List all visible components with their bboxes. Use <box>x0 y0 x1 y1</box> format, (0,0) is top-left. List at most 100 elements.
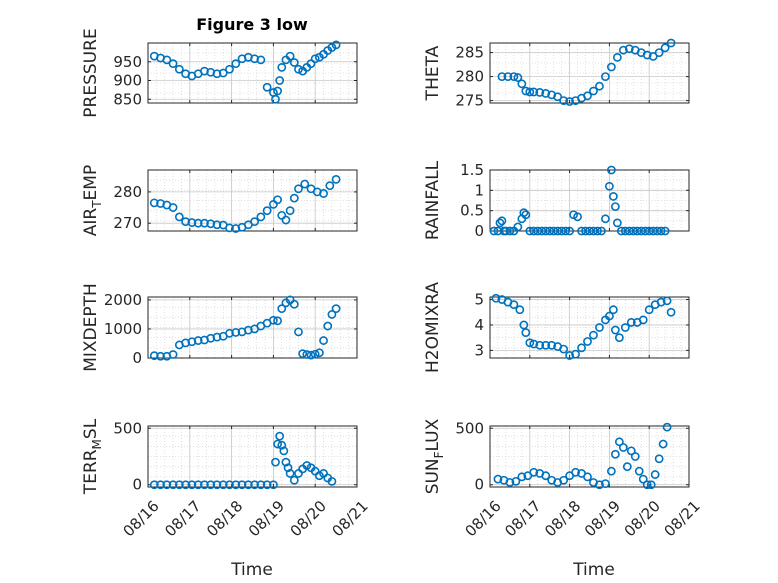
data-point <box>273 316 282 326</box>
data-point <box>597 226 606 236</box>
data-point <box>162 480 172 490</box>
data-point <box>624 44 634 54</box>
y-axis-label: MIXDEPTH <box>81 283 101 372</box>
data-point <box>289 193 299 203</box>
data-point <box>271 457 280 467</box>
data-point <box>646 480 656 490</box>
data-point <box>273 439 282 449</box>
data-point <box>314 348 324 358</box>
y-axis-label: RAINFALL <box>423 160 443 240</box>
data-point <box>519 208 529 218</box>
subplot-h2omixra: 3 4 5 H2OMIXRA <box>423 282 690 373</box>
y-tick-label: 0 <box>474 476 484 494</box>
subplot-rainfall: 0 0.5 1 1.5 RAINFALL <box>423 160 690 240</box>
y-tick-label: 900 <box>113 72 142 90</box>
data-point <box>149 480 159 490</box>
data-point <box>200 218 209 228</box>
data-point <box>212 220 222 230</box>
data-point <box>497 216 507 226</box>
y-tick-label: 500 <box>113 419 142 437</box>
data-point <box>306 350 316 360</box>
data-point <box>589 330 598 340</box>
data-point <box>275 76 285 85</box>
data-point <box>327 310 337 319</box>
data-point <box>187 218 197 227</box>
data-point <box>525 338 535 348</box>
data-point <box>212 480 222 490</box>
data-point <box>277 440 287 450</box>
data-point <box>561 226 571 236</box>
data-point <box>583 91 592 101</box>
data-point <box>666 307 676 317</box>
data-point <box>656 226 666 236</box>
data-point <box>271 94 280 104</box>
data-point <box>614 437 624 447</box>
data-point <box>262 82 272 92</box>
data-point <box>605 311 614 321</box>
data-point <box>325 181 335 191</box>
data-point <box>212 69 222 79</box>
data-point <box>319 336 328 345</box>
data-point <box>601 479 610 489</box>
data-point <box>168 480 178 490</box>
data-point <box>310 54 320 64</box>
data-point <box>273 195 282 205</box>
data-point <box>626 446 636 456</box>
y-tick-label: 0 <box>474 222 484 240</box>
y-tick-label: 0 <box>132 349 142 367</box>
data-point <box>509 72 519 81</box>
data-point <box>612 53 622 62</box>
data-point <box>654 454 664 464</box>
data-point <box>294 64 303 74</box>
data-point <box>302 350 312 359</box>
data-point <box>256 480 266 490</box>
data-point <box>279 446 289 456</box>
y-axis-label: AIRTEMP <box>81 165 104 236</box>
data-point <box>206 480 216 490</box>
data-point <box>565 351 574 360</box>
data-point <box>285 206 295 216</box>
axes-box <box>147 296 358 359</box>
data-point <box>660 43 670 53</box>
data-point <box>225 223 234 233</box>
axes-box <box>489 42 690 104</box>
y-axis-label: TERRMSL <box>81 418 104 495</box>
data-point <box>505 226 515 236</box>
data-point <box>294 184 303 194</box>
data-point <box>331 174 341 184</box>
data-point <box>535 88 545 97</box>
data-point <box>620 323 630 332</box>
data-point <box>262 206 272 216</box>
y-tick-label: 280 <box>113 183 142 201</box>
data-point <box>300 179 310 189</box>
axes-box <box>147 169 358 232</box>
y-tick-label: 1.5 <box>460 161 484 179</box>
data-point <box>529 467 539 477</box>
data-point <box>517 472 527 482</box>
y-tick-label: 275 <box>455 92 484 110</box>
data-point <box>601 214 610 224</box>
data-point <box>608 192 618 201</box>
data-point <box>606 165 616 175</box>
data-point <box>323 321 333 331</box>
data-point <box>319 189 328 198</box>
axes-box <box>147 42 358 104</box>
y-tick-label: 3 <box>474 341 484 359</box>
data-point <box>327 476 337 486</box>
data-point <box>559 344 569 354</box>
data-point <box>193 336 203 345</box>
data-point <box>285 469 295 478</box>
data-point <box>149 198 159 208</box>
data-point <box>225 328 234 338</box>
data-point <box>231 480 241 490</box>
data-point <box>285 51 295 61</box>
data-point <box>310 349 320 359</box>
data-point <box>250 480 259 490</box>
data-point <box>174 480 184 490</box>
data-point <box>577 343 586 353</box>
data-point <box>642 50 652 60</box>
data-point <box>618 45 628 55</box>
y-tick-label: 0.5 <box>460 202 484 220</box>
